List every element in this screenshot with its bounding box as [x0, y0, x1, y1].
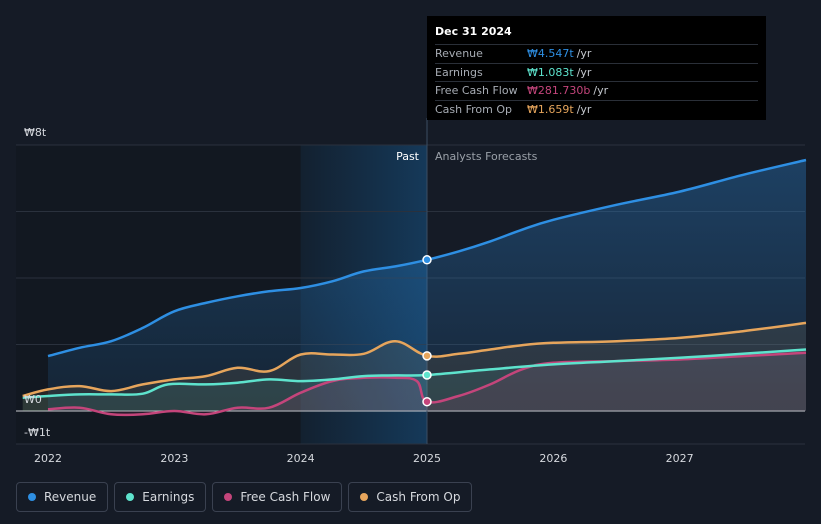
x-tick-label: 2023 [160, 452, 188, 465]
forecast-label: Analysts Forecasts [435, 150, 538, 163]
legend-label: Earnings [142, 490, 195, 504]
tooltip-row-free-cash-flow: Free Cash Flow ₩281.730b /yr [435, 81, 758, 100]
y-axis-label-zero: ₩0 [24, 393, 42, 406]
y-axis-label-bottom: -₩1t [24, 426, 51, 439]
x-tick-label: 2024 [287, 452, 315, 465]
y-axis-label-top: ₩8t [24, 126, 47, 139]
legend-item-cash-from-op[interactable]: Cash From Op [348, 482, 473, 512]
tooltip-label: Earnings [435, 65, 483, 79]
legend: Revenue Earnings Free Cash Flow Cash Fro… [16, 482, 473, 512]
x-tick-label: 2026 [539, 452, 567, 465]
free-cash-flow-dot-icon [224, 493, 233, 501]
tooltip-row-cash-from-op: Cash From Op ₩1.659t /yr [435, 99, 758, 119]
tooltip-unit: /yr [576, 47, 592, 61]
marker-earnings [422, 370, 432, 380]
marker-cash-from-op [422, 351, 432, 361]
tooltip-row-revenue: Revenue ₩4.547t /yr [435, 44, 758, 63]
cash-from-op-dot-icon [360, 493, 369, 501]
series-area-cash-from-op [22, 322, 806, 411]
tooltip-unit: /yr [576, 102, 592, 116]
tooltip-value: ₩1.083t [527, 65, 574, 79]
past-label: Past [396, 150, 420, 163]
tooltip-value: ₩1.659t [527, 102, 574, 116]
x-tick-label: 2025 [413, 452, 441, 465]
tooltip-value: ₩4.547t [527, 47, 574, 61]
tooltip-unit: /yr [576, 65, 592, 79]
series-line-cash-from-op [22, 321, 807, 398]
tooltip-value: ₩281.730b [527, 84, 591, 98]
legend-item-free-cash-flow[interactable]: Free Cash Flow [212, 482, 343, 512]
legend-label: Free Cash Flow [240, 490, 331, 504]
tooltip-label: Cash From Op [435, 102, 513, 116]
legend-item-earnings[interactable]: Earnings [114, 482, 207, 512]
x-tick-label: 2027 [666, 452, 694, 465]
series-area-revenue [48, 160, 806, 411]
tooltip-label: Revenue [435, 47, 483, 61]
legend-label: Revenue [44, 490, 97, 504]
tooltip-label: Free Cash Flow [435, 84, 518, 98]
legend-item-revenue[interactable]: Revenue [16, 482, 109, 512]
tooltip-row-earnings: Earnings ₩1.083t /yr [435, 62, 758, 82]
earnings-dot-icon [126, 493, 135, 501]
tooltip-unit: /yr [593, 84, 609, 98]
marker-revenue [422, 255, 432, 265]
marker-free-cash-flow [422, 396, 432, 407]
legend-label: Cash From Op [376, 490, 461, 504]
tooltip: Dec 31 2024 Revenue ₩4.547t /yr Earnings… [427, 16, 766, 120]
series-line-earnings [22, 348, 807, 399]
series-area-free-cash-flow [48, 352, 806, 415]
x-tick-label: 2022 [34, 452, 62, 465]
revenue-dot-icon [28, 493, 36, 501]
series-line-revenue [47, 158, 807, 358]
tooltip-date: Dec 31 2024 [435, 25, 512, 38]
